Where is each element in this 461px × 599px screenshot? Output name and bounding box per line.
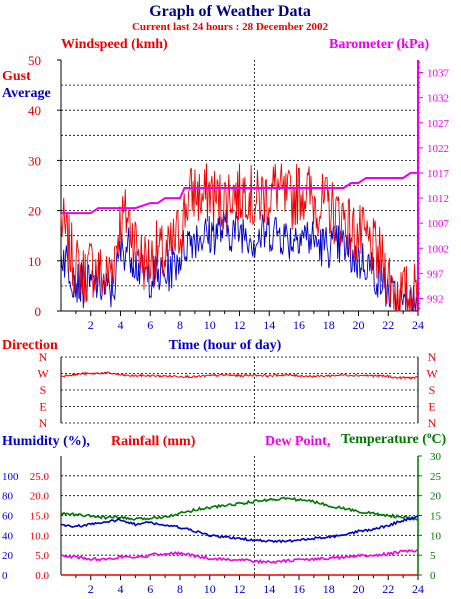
humidity-tick-label: 0 [2,570,8,582]
wind-ytick-label: 20 [28,204,41,219]
climate-xtick-label: 12 [234,582,246,596]
wind-xtick-label: 20 [353,318,365,332]
rainfall-label: Rainfall (mm) [111,434,196,449]
temperature-label: Temperature (oC) [341,430,447,447]
direction-tick-right: E [428,400,435,414]
wind-xtick-label: 8 [177,318,183,332]
wind-ytick-label: 10 [28,254,41,269]
direction-panel: Direction N NW WS SE EN N [2,338,438,430]
humidity-tick-label: 80 [2,491,14,503]
direction-tick-left: W [37,367,49,381]
temp-tick-label: 20 [430,491,442,503]
direction-label: Direction [2,338,58,353]
direction-tick-left: S [40,383,47,397]
temp-tick-label: 30 [430,451,442,463]
climate-xtick-label: 24 [412,582,424,596]
wind-xtick-label: 4 [118,318,124,332]
humidity-tick-label: 20 [2,550,14,562]
temperature-degree: o [427,430,432,440]
average-series-line [60,163,419,312]
wind-xlabel: Time (hour of day) [169,338,282,353]
wind-panel: Windspeed (kmh) Barometer (kPa) Gust Ave… [2,37,450,353]
barometer-label: Barometer (kPa) [329,37,430,52]
humidity-series-line [60,515,419,544]
baro-tick-label: 997 [427,268,444,280]
climate-xtick-label: 8 [177,582,183,596]
direction-tick-right: S [429,383,436,397]
baro-tick-label: 1017 [427,168,450,180]
direction-tick-left: N [39,416,48,430]
average-label: Average [2,86,51,101]
rainfall-tick-label: 20.0 [30,491,50,503]
gust-label: Gust [2,69,31,84]
humidity-label: Humidity (%), [2,434,90,449]
wind-xtick-label: 22 [382,318,394,332]
humidity-tick-label: 100 [2,471,19,483]
climate-xtick-label: 2 [88,582,94,596]
baro-tick-label: 1022 [427,143,449,155]
gust-series-line [60,210,419,312]
temp-tick-label: 25 [430,471,442,483]
rainfall-tick-label: 0.0 [35,570,49,582]
direction-tick-left: E [39,400,46,414]
baro-tick-label: 1007 [427,218,450,230]
temperature-label-main: Temperature ( [341,432,427,447]
baro-tick-label: 1032 [427,93,449,105]
windspeed-label: Windspeed (kmh) [61,37,168,52]
climate-xtick-label: 16 [293,582,305,596]
temp-tick-label: 5 [430,550,436,562]
climate-xtick-label: 4 [118,582,124,596]
wind-xtick-label: 24 [412,318,424,332]
climate-xtick-label: 10 [204,582,216,596]
climate-xtick-label: 18 [323,582,335,596]
climate-xtick-label: 20 [353,582,365,596]
dewpoint-label: Dew Point, [265,434,330,449]
wind-xtick-label: 16 [293,318,305,332]
temp-tick-label: 10 [430,530,442,542]
wind-xtick-label: 2 [88,318,94,332]
baro-tick-label: 1012 [427,193,449,205]
wind-ytick-label: 30 [28,153,41,168]
temperature-unit: C) [431,432,446,447]
climate-xtick-label: 22 [382,582,394,596]
barometer-series-line [61,171,418,215]
humidity-tick-label: 60 [2,511,14,523]
wind-xtick-label: 6 [147,318,153,332]
wind-xtick-label: 18 [323,318,335,332]
rainfall-tick-label: 5.0 [35,550,49,562]
climate-xtick-label: 14 [263,582,275,596]
page-subtitle: Current last 24 hours : 28 December 2002 [132,21,329,33]
direction-tick-right: W [426,367,438,381]
baro-tick-label: 1037 [427,68,450,80]
page-title: Graph of Weather Data [149,3,311,20]
baro-tick-label: 1002 [427,243,449,255]
wind-ytick-label: 0 [35,304,42,319]
wind-ytick-label: 40 [28,103,41,118]
wind-xtick-label: 14 [263,318,275,332]
wind-ytick-label: 50 [28,53,41,68]
direction-tick-right: N [428,416,437,430]
temp-tick-label: 15 [430,511,442,523]
baro-tick-label: 992 [427,293,444,305]
direction-tick-right: N [428,350,437,364]
direction-tick-left: N [39,350,48,364]
rainfall-tick-label: 15.0 [30,511,50,523]
rainfall-tick-label: 10.0 [30,530,50,542]
direction-series-line [60,371,419,380]
dewpoint-series-line [60,548,419,565]
rainfall-tick-label: 25.0 [30,471,50,483]
temp-tick-label: 0 [430,570,436,582]
baro-tick-label: 1027 [427,118,450,130]
climate-xtick-label: 6 [147,582,153,596]
wind-xtick-label: 12 [234,318,246,332]
temperature-series-line [60,496,419,521]
climate-panel: Humidity (%), Rainfall (mm) Dew Point, T… [2,430,447,596]
humidity-tick-label: 40 [2,530,14,542]
wind-xtick-label: 10 [204,318,216,332]
